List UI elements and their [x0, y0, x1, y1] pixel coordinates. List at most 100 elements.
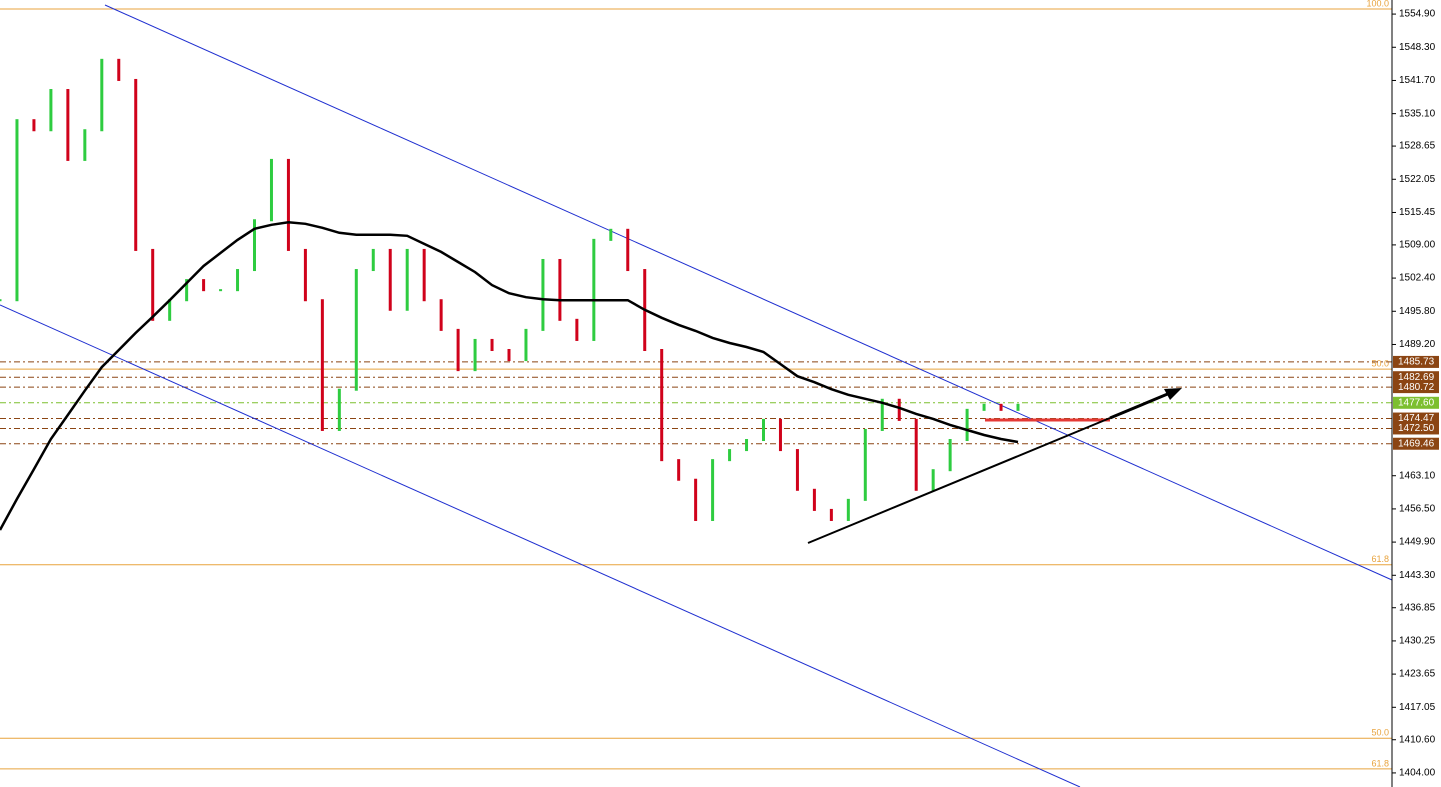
price-box — [1393, 396, 1439, 409]
y-tick-label: 1423.65 — [1399, 669, 1436, 680]
price-bar — [371, 248, 375, 272]
fib-label: 61.8 — [1371, 758, 1389, 768]
price-bar — [422, 248, 426, 302]
price-bar — [795, 449, 799, 491]
price-bar — [524, 328, 528, 362]
price-bar — [728, 449, 732, 462]
y-tick-label: 1509.00 — [1399, 240, 1436, 251]
y-tick-label: 1443.30 — [1399, 570, 1436, 581]
price-bar — [151, 248, 155, 321]
levels: 100.0 50.0 61.8 50.0 61.8 — [0, 0, 1392, 770]
price-bar — [711, 459, 715, 521]
price-bar — [575, 318, 579, 341]
price-box — [1393, 381, 1439, 394]
y-tick-label: 1541.70 — [1399, 75, 1436, 86]
price-box-label: 1480.72 — [1398, 382, 1435, 393]
price-bar — [286, 158, 290, 251]
price-bar — [303, 248, 307, 302]
price-box-label: 1477.60 — [1398, 397, 1435, 408]
price-bar — [0, 299, 2, 302]
price-bar — [609, 228, 613, 241]
price-bar — [490, 338, 494, 352]
price-box — [1393, 422, 1439, 435]
price-box-label: 1469.46 — [1398, 438, 1435, 449]
price-bar — [15, 119, 19, 302]
price-bar — [558, 258, 562, 321]
y-tick-label: 1522.05 — [1399, 174, 1436, 185]
price-bar — [846, 498, 850, 521]
price-bar — [269, 158, 273, 222]
price-bar — [541, 258, 545, 331]
price-bar — [829, 508, 833, 521]
price-bar — [219, 289, 223, 292]
y-tick-label: 1502.40 — [1399, 273, 1436, 284]
price-bar — [354, 269, 358, 391]
price-box — [1393, 437, 1439, 450]
y-tick-label: 1463.10 — [1399, 470, 1436, 481]
y-tick-label: 1528.65 — [1399, 141, 1436, 152]
trend-line — [807, 417, 1111, 544]
price-bar — [1016, 403, 1020, 411]
price-bar — [456, 328, 460, 372]
price-bar — [473, 338, 477, 372]
price-bar — [405, 248, 409, 311]
price-bar — [999, 403, 1003, 411]
y-tick-label: 1410.60 — [1399, 734, 1436, 745]
y-tick-label: 1417.05 — [1399, 702, 1436, 713]
axis: 1554.90 1548.30 1541.70 1535.10 1528.65 1522.… — [1392, 9, 1439, 779]
price-box — [1393, 371, 1439, 384]
y-tick-label: 1495.80 — [1399, 306, 1436, 317]
price-bar — [931, 469, 935, 491]
price-bar — [439, 299, 443, 331]
price-bar — [694, 478, 698, 521]
y-tick-label: 1515.45 — [1399, 207, 1436, 218]
price-bar — [507, 349, 511, 362]
y-tick-label: 1449.90 — [1399, 537, 1436, 548]
price-bar — [168, 299, 172, 321]
fib-label: 50.0 — [1371, 728, 1389, 738]
price-bar — [32, 119, 36, 132]
price-bar — [626, 228, 630, 272]
arrow-shaft — [1109, 391, 1171, 420]
price-bar — [660, 349, 664, 462]
price-box-label: 1482.69 — [1398, 372, 1435, 383]
price-bar — [677, 459, 681, 481]
price-box — [1393, 355, 1439, 368]
y-tick-label: 1489.20 — [1399, 339, 1436, 350]
fib-label: 61.8 — [1371, 554, 1389, 564]
price-bar — [66, 89, 70, 161]
price-bar — [863, 428, 867, 501]
price-box-label: 1472.50 — [1398, 423, 1435, 434]
fib-label: 100.0 — [1366, 0, 1389, 8]
price-bar — [100, 58, 104, 132]
price-box-label: 1474.47 — [1398, 413, 1435, 424]
price-bar — [253, 219, 256, 272]
price-bar — [965, 408, 969, 442]
price-bar — [880, 398, 884, 431]
moving-average — [0, 221, 1019, 531]
price-box-label: 1485.73 — [1398, 357, 1435, 368]
price-bar — [948, 439, 952, 472]
plot — [0, 58, 1020, 531]
price-bar — [388, 248, 392, 311]
price-bar — [762, 418, 765, 442]
price-box — [1393, 412, 1439, 425]
price-bar — [914, 418, 918, 491]
y-tick-label: 1404.00 — [1399, 768, 1436, 779]
channel-top — [104, 4, 1393, 581]
price-bar — [134, 78, 138, 251]
y-tick-label: 1535.10 — [1399, 108, 1436, 119]
price-bar — [236, 269, 240, 292]
y-tick-label: 1436.85 — [1399, 602, 1436, 613]
arrow-head — [1164, 388, 1182, 400]
y-tick-label: 1548.30 — [1399, 42, 1436, 53]
price-bar — [202, 279, 206, 292]
y-tick-label: 1430.25 — [1399, 636, 1436, 647]
price-bar — [812, 488, 816, 511]
y-tick-label: 1456.50 — [1399, 504, 1436, 515]
price-bar — [337, 388, 341, 431]
y-tick-label: 1554.90 — [1399, 9, 1436, 20]
price-bar — [49, 89, 53, 132]
